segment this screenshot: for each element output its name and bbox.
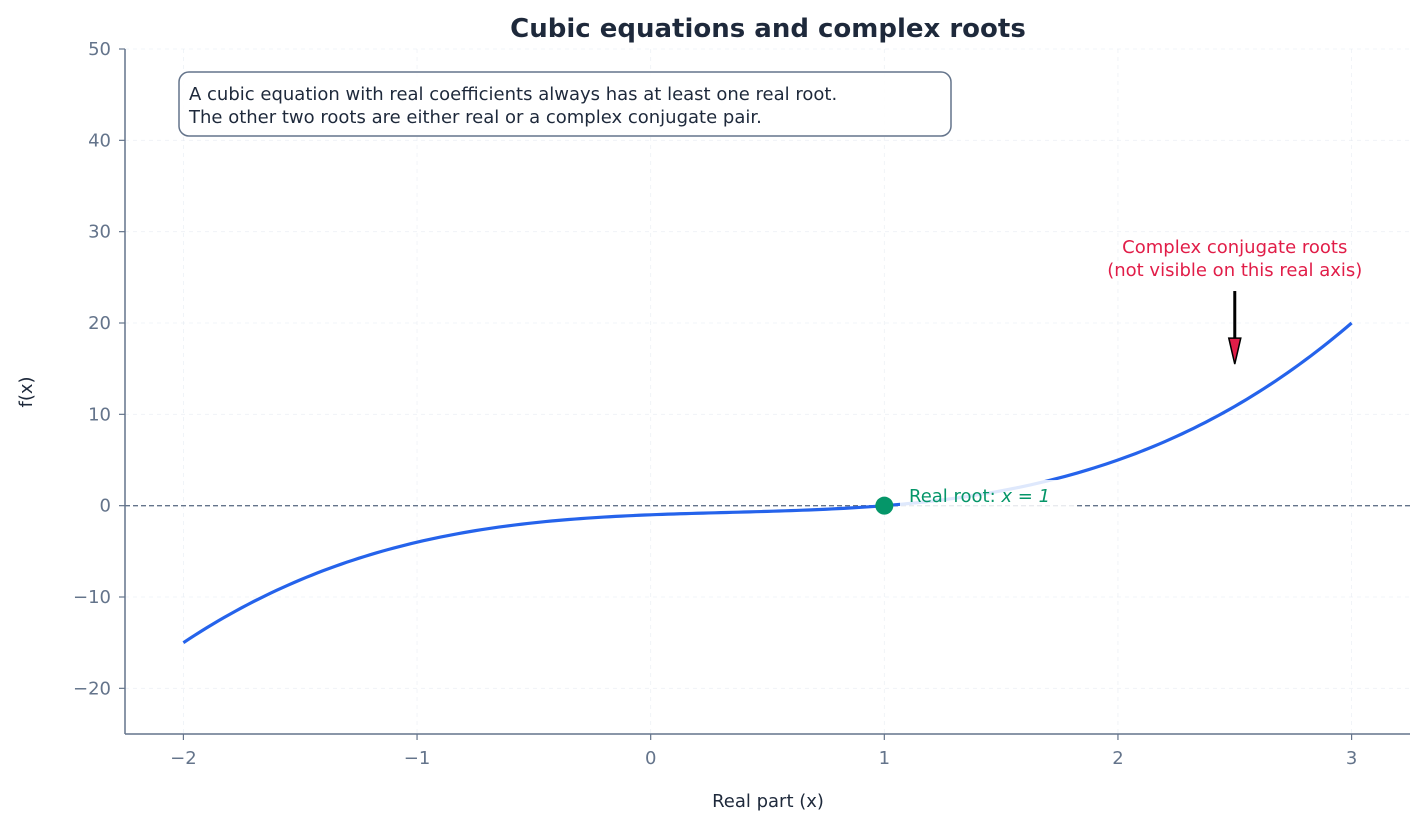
info-box-frame xyxy=(178,71,952,137)
real-root-marker xyxy=(875,496,894,515)
real-root-label: Real root: x = 1 xyxy=(909,486,1050,507)
complex-roots-annotation: Complex conjugate roots (not visible on … xyxy=(1107,237,1362,365)
y-axis-label: f(x) xyxy=(16,376,37,407)
x-tick-label: 3 xyxy=(1346,748,1357,769)
root-label-text: Real root: xyxy=(909,486,1001,507)
y-tick-label: 20 xyxy=(88,313,111,334)
y-tick-label: 30 xyxy=(88,222,111,243)
root-label-background xyxy=(900,480,1074,508)
x-axis-label: Real part (x) xyxy=(712,791,824,812)
y-tick-label: −20 xyxy=(73,678,111,699)
x-tick-label: 1 xyxy=(879,748,890,769)
annotation-line-1: Complex conjugate roots xyxy=(1122,237,1347,258)
info-box-line-1: A cubic equation with real coefficients … xyxy=(189,84,837,105)
x-tick-label: −2 xyxy=(170,748,197,769)
y-tick-label: 50 xyxy=(88,39,111,60)
info-box-line-2: The other two roots are either real or a… xyxy=(188,107,762,128)
x-tick-label: 2 xyxy=(1112,748,1123,769)
grid xyxy=(125,48,1410,734)
y-tick-label: 40 xyxy=(88,130,111,151)
series-line xyxy=(182,321,1353,645)
y-tick-label: 10 xyxy=(88,404,111,425)
x-tick-label: −1 xyxy=(404,748,431,769)
real-root: Real root: x = 1 xyxy=(875,480,1074,515)
y-tick-label: 0 xyxy=(100,496,111,517)
axes xyxy=(124,49,1410,735)
chart-title: Cubic equations and complex roots xyxy=(510,14,1026,44)
info-box: A cubic equation with real coefficients … xyxy=(178,71,952,137)
x-tick-label: 0 xyxy=(645,748,656,769)
annotation-arrow-head xyxy=(1227,337,1242,365)
annotation-line-2: (not visible on this real axis) xyxy=(1107,260,1362,281)
y-tick-label: −10 xyxy=(73,587,111,608)
root-label-math: x = 1 xyxy=(1000,486,1050,507)
